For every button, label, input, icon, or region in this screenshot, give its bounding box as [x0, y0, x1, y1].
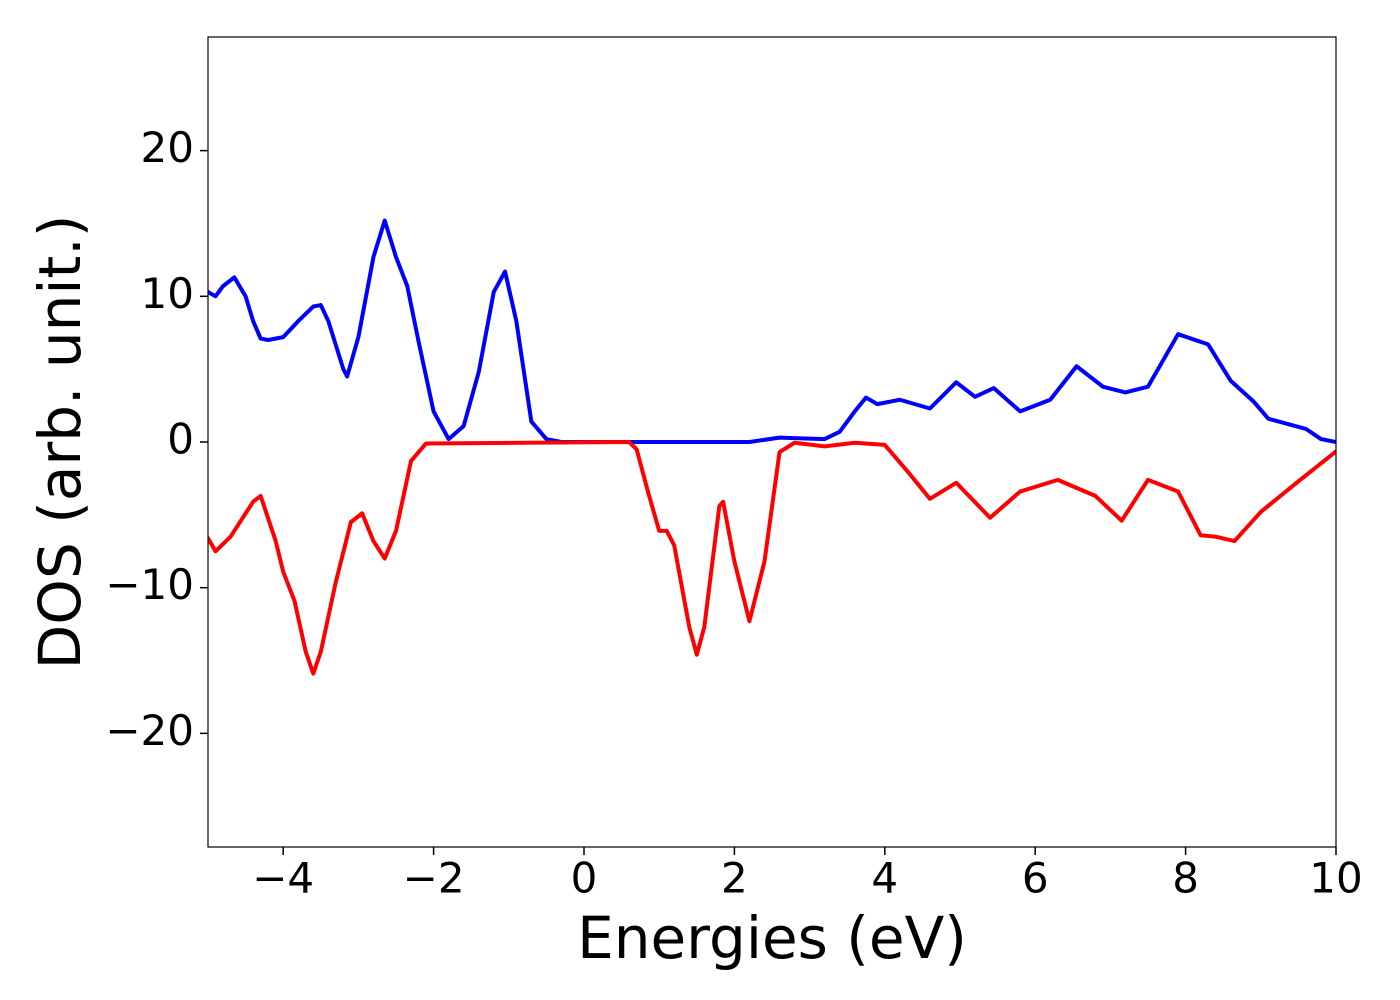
y-tick-label: 0	[167, 415, 194, 464]
x-tick-label: 6	[1022, 854, 1049, 903]
x-tick-label: −2	[403, 854, 465, 903]
dos-line	[208, 218, 1336, 444]
y-tick-label: −10	[105, 560, 194, 609]
x-tick-label: 4	[871, 854, 898, 903]
y-axis-label: DOS (arb. unit.)	[26, 215, 94, 670]
x-tick-label: 10	[1309, 854, 1362, 903]
x-tick-label: 0	[571, 854, 598, 903]
x-tick-label: 2	[721, 854, 748, 903]
plot-frame	[207, 36, 1337, 848]
dos-line	[208, 440, 1336, 676]
x-axis-label: Energies (eV)	[577, 904, 967, 972]
y-tick-label: 20	[141, 123, 194, 172]
x-tick-label: 8	[1172, 854, 1199, 903]
y-tick-label: −20	[105, 706, 194, 755]
x-tick-label: −4	[252, 854, 314, 903]
y-tick-label: 10	[141, 269, 194, 318]
